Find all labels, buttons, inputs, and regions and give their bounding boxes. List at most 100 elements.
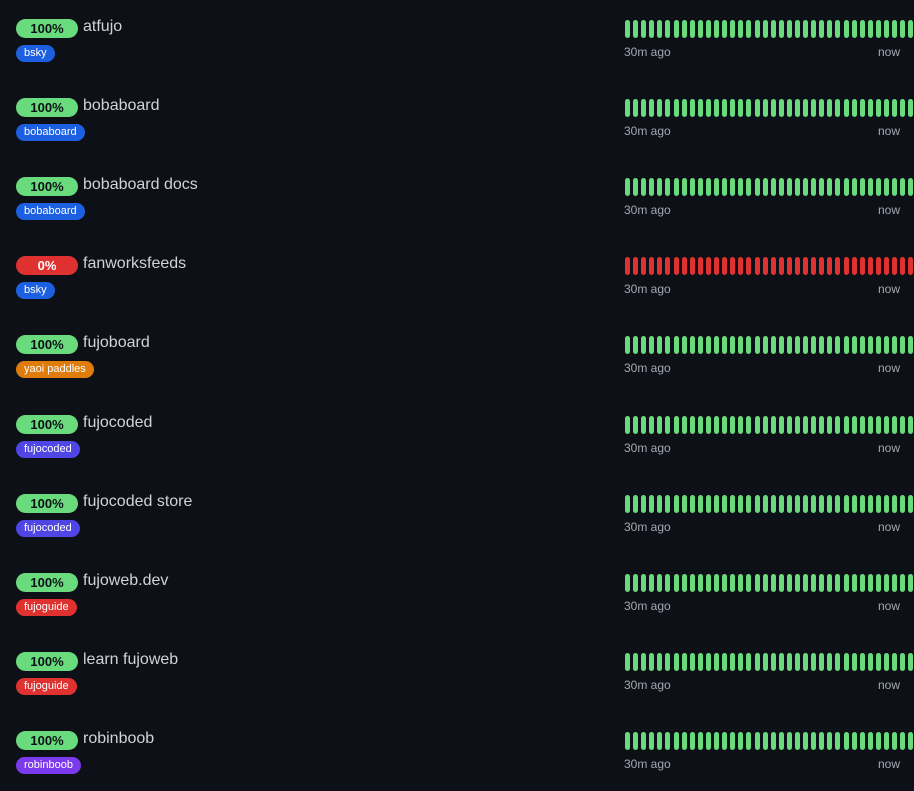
heartbeat-segment[interactable]: [697, 20, 703, 38]
heartbeat-segment[interactable]: [705, 415, 711, 434]
monitor-tag[interactable]: fujocoded: [16, 440, 80, 458]
heartbeat-segment[interactable]: [794, 257, 800, 276]
heartbeat-segment[interactable]: [722, 99, 728, 118]
heartbeat-segment[interactable]: [786, 573, 792, 592]
heartbeat-segment[interactable]: [786, 178, 792, 197]
heartbeat-segment[interactable]: [908, 336, 914, 355]
heartbeat-segment[interactable]: [819, 99, 825, 118]
heartbeat-segment[interactable]: [705, 336, 711, 355]
heartbeat-segment[interactable]: [762, 573, 768, 592]
monitor-tag[interactable]: fujocoded: [16, 519, 80, 537]
heartbeat-segment[interactable]: [867, 336, 873, 355]
heartbeat-segment[interactable]: [851, 494, 857, 513]
heartbeat-segment[interactable]: [908, 20, 914, 38]
heartbeat-segment[interactable]: [714, 415, 720, 434]
heartbeat-segment[interactable]: [738, 20, 744, 38]
heartbeat-segment[interactable]: [908, 415, 914, 434]
heartbeat-segment[interactable]: [892, 415, 898, 434]
heartbeat-segment[interactable]: [665, 178, 671, 197]
heartbeat-segment[interactable]: [625, 178, 630, 197]
heartbeat-segment[interactable]: [722, 415, 728, 434]
heartbeat-segment[interactable]: [730, 573, 736, 592]
monitor-name[interactable]: fujocoded store: [83, 492, 193, 510]
heartbeat-segment[interactable]: [892, 731, 898, 750]
heartbeat-segment[interactable]: [665, 20, 671, 38]
heartbeat-segment[interactable]: [778, 494, 784, 513]
heartbeat-segment[interactable]: [697, 99, 703, 118]
heartbeat-segment[interactable]: [900, 178, 906, 197]
heartbeat-segment[interactable]: [673, 652, 679, 671]
heartbeat-segment[interactable]: [803, 731, 809, 750]
heartbeat-segment[interactable]: [722, 20, 728, 38]
monitor-row-bobaboard-docs[interactable]: 100% bobaboard docs bobaboard 30m ago no…: [0, 176, 914, 256]
heartbeat-segment[interactable]: [746, 257, 752, 276]
heartbeat-segment[interactable]: [689, 336, 695, 355]
heartbeat-segment[interactable]: [794, 652, 800, 671]
heartbeat-segment[interactable]: [859, 20, 865, 38]
monitor-row-atfujo[interactable]: 100% atfujo bsky 30m ago now: [0, 18, 914, 98]
heartbeat-segment[interactable]: [673, 336, 679, 355]
heartbeat-segment[interactable]: [908, 731, 914, 750]
heartbeat-segment[interactable]: [641, 257, 647, 276]
heartbeat-segment[interactable]: [673, 573, 679, 592]
heartbeat-segment[interactable]: [811, 336, 817, 355]
heartbeat-segment[interactable]: [649, 20, 655, 38]
heartbeat-segment[interactable]: [673, 178, 679, 197]
heartbeat-segment[interactable]: [819, 415, 825, 434]
heartbeat-segment[interactable]: [633, 573, 639, 592]
heartbeat-segment[interactable]: [754, 415, 760, 434]
heartbeat-segment[interactable]: [714, 336, 720, 355]
heartbeat-segment[interactable]: [875, 20, 881, 38]
heartbeat-segment[interactable]: [714, 652, 720, 671]
heartbeat-segment[interactable]: [681, 494, 687, 513]
heartbeat-segment[interactable]: [689, 494, 695, 513]
heartbeat-segment[interactable]: [738, 494, 744, 513]
heartbeat-segment[interactable]: [705, 99, 711, 118]
heartbeat-segment[interactable]: [794, 336, 800, 355]
heartbeat-segment[interactable]: [665, 494, 671, 513]
monitor-tag[interactable]: fujoguide: [16, 598, 77, 616]
heartbeat-segment[interactable]: [827, 20, 833, 38]
heartbeat-segment[interactable]: [811, 494, 817, 513]
heartbeat-segment[interactable]: [754, 652, 760, 671]
heartbeat-segment[interactable]: [778, 731, 784, 750]
heartbeat-segment[interactable]: [665, 415, 671, 434]
heartbeat-segment[interactable]: [875, 415, 881, 434]
heartbeat-segment[interactable]: [884, 257, 889, 276]
heartbeat-segment[interactable]: [884, 652, 889, 671]
heartbeat-segment[interactable]: [754, 99, 760, 118]
heartbeat-segment[interactable]: [770, 336, 776, 355]
heartbeat-segment[interactable]: [859, 731, 865, 750]
heartbeat-segment[interactable]: [794, 20, 800, 38]
heartbeat-segment[interactable]: [875, 99, 881, 118]
heartbeat-segment[interactable]: [657, 257, 663, 276]
heartbeat-segment[interactable]: [754, 20, 760, 38]
monitor-name[interactable]: bobaboard: [83, 97, 160, 115]
heartbeat-segment[interactable]: [835, 99, 841, 118]
heartbeat-segment[interactable]: [649, 336, 655, 355]
monitor-tag[interactable]: bsky: [16, 282, 55, 300]
monitor-tag[interactable]: bobaboard: [16, 203, 85, 221]
heartbeat-segment[interactable]: [649, 652, 655, 671]
heartbeat-segment[interactable]: [762, 652, 768, 671]
heartbeat-segment[interactable]: [851, 99, 857, 118]
heartbeat-segment[interactable]: [689, 415, 695, 434]
heartbeat-segment[interactable]: [754, 178, 760, 197]
heartbeat-segment[interactable]: [746, 652, 752, 671]
heartbeat-segment[interactable]: [851, 257, 857, 276]
heartbeat-segment[interactable]: [851, 20, 857, 38]
heartbeat-segment[interactable]: [794, 415, 800, 434]
monitor-tag[interactable]: fujoguide: [16, 677, 77, 695]
heartbeat-segment[interactable]: [730, 731, 736, 750]
heartbeat-segment[interactable]: [811, 415, 817, 434]
heartbeat-segment[interactable]: [689, 652, 695, 671]
monitor-row-fujocoded[interactable]: 100% fujocoded fujocoded 30m ago now: [0, 414, 914, 494]
heartbeat-segment[interactable]: [908, 494, 914, 513]
heartbeat-segment[interactable]: [843, 178, 849, 197]
heartbeat-segment[interactable]: [722, 652, 728, 671]
heartbeat-segment[interactable]: [811, 573, 817, 592]
monitor-tag[interactable]: bobaboard: [16, 124, 85, 142]
heartbeat-segment[interactable]: [657, 99, 663, 118]
heartbeat-segment[interactable]: [884, 178, 889, 197]
heartbeat-segment[interactable]: [851, 336, 857, 355]
